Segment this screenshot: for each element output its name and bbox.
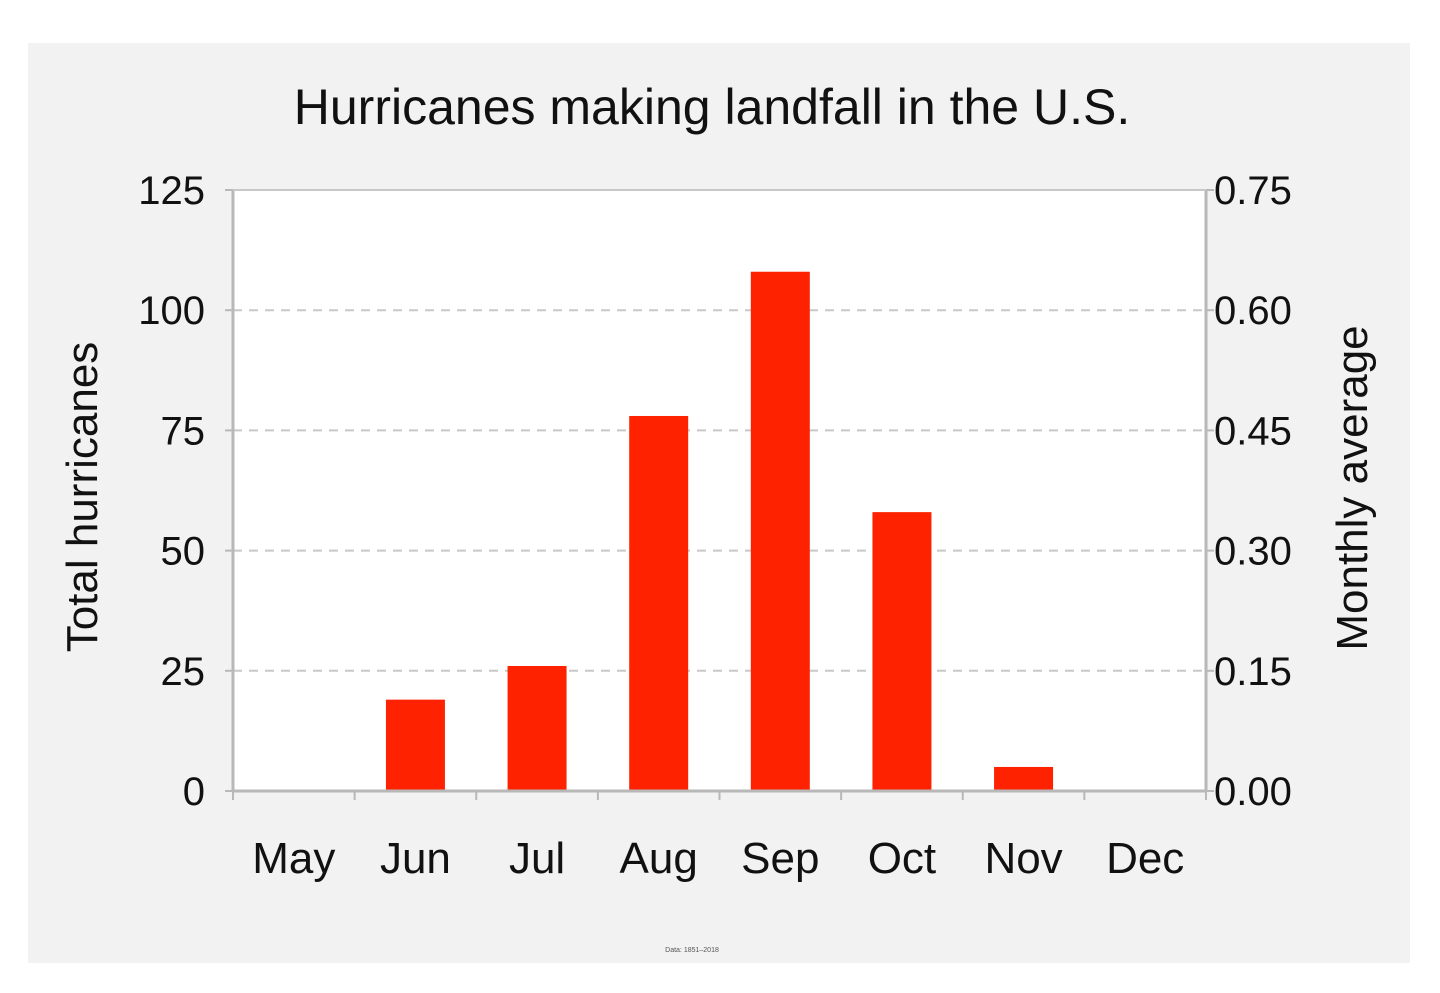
bar-nov [994, 766, 1054, 791]
plot-area [233, 190, 1206, 791]
x-tick-label: May [252, 834, 335, 883]
y2-tick-label: 0.00 [1214, 770, 1292, 814]
bar-jun [385, 699, 445, 791]
bar-sep [750, 271, 810, 792]
y2-tick-label: 0.60 [1214, 289, 1292, 333]
y2-tick-label: 0.75 [1214, 169, 1292, 213]
x-tick-label: Jun [380, 834, 451, 883]
y-tick-label: 50 [161, 530, 206, 574]
y-tick-label: 0 [183, 770, 205, 814]
y-axis-title: Total hurricanes [58, 342, 107, 653]
y2-tick-label: 0.45 [1214, 409, 1292, 453]
bar-jul [507, 665, 567, 791]
y2-tick-label: 0.30 [1214, 530, 1292, 574]
x-tick-label: Sep [741, 834, 819, 883]
chart-title: Hurricanes making landfall in the U.S. [294, 79, 1131, 135]
axes: 0 0.00 25 0.15 50 0.30 75 0.45 100 0.60 125 0.75 May… [138, 169, 1292, 883]
y2-axis-title: Monthly average [1328, 325, 1377, 650]
y-tick-label: 75 [161, 409, 206, 453]
x-tick-label: Nov [984, 834, 1062, 883]
bar-oct [872, 512, 932, 791]
x-tick-label: Dec [1106, 834, 1184, 883]
y-tick-label: 125 [138, 169, 205, 213]
x-tick-label: Oct [868, 834, 936, 883]
x-tick-label: Aug [620, 834, 698, 883]
data-note: Data: 1851–2018 [665, 947, 719, 954]
bars [385, 271, 1054, 792]
y2-tick-label: 0.15 [1214, 650, 1292, 694]
bar-aug [629, 415, 689, 791]
y-tick-label: 25 [161, 650, 206, 694]
x-tick-label: Jul [509, 834, 565, 883]
y-tick-label: 100 [138, 289, 205, 333]
